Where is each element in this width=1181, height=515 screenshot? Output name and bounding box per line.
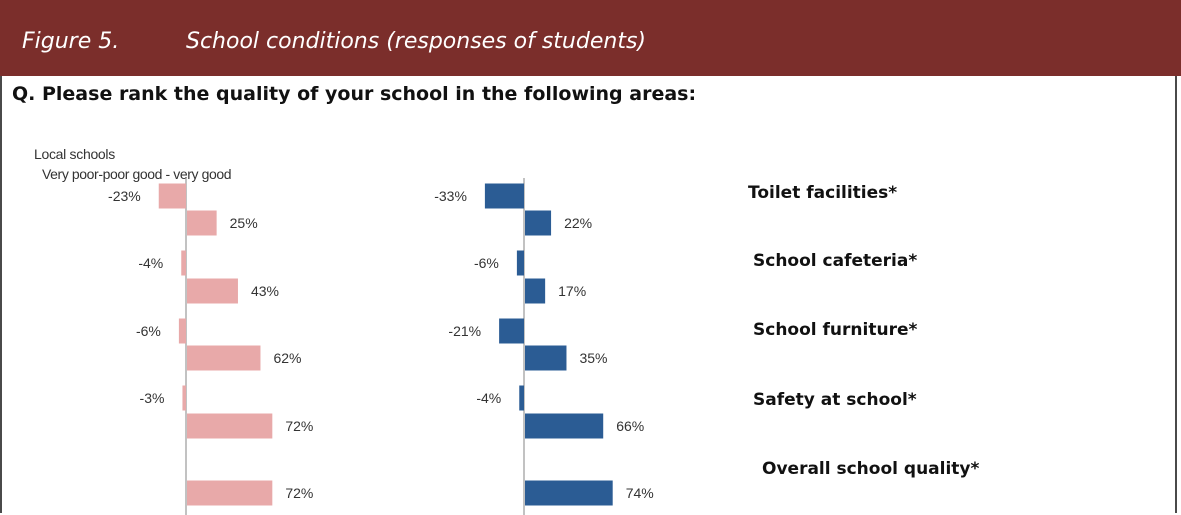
bar-negative <box>499 318 524 344</box>
data-label-positive: 66% <box>616 418 644 434</box>
bar-negative <box>516 250 524 276</box>
data-label-positive: 25% <box>230 215 258 231</box>
data-label-positive: 22% <box>564 215 592 231</box>
category-label: Overall school quality* <box>762 459 980 479</box>
bar-positive <box>187 210 217 236</box>
data-label-positive: 72% <box>285 485 313 501</box>
panel-title: Local schools <box>34 146 115 162</box>
figure-label: Figure 5. <box>22 29 120 54</box>
data-label-negative: -33% <box>434 188 467 204</box>
bar-negative <box>519 385 524 411</box>
data-label-negative: -21% <box>448 323 481 339</box>
category-label: Toilet facilities* <box>748 183 898 203</box>
data-label-negative: -23% <box>108 188 141 204</box>
bar-positive <box>525 278 546 304</box>
bar-negative <box>158 183 186 209</box>
data-label-negative: -4% <box>476 390 501 406</box>
figure-header: Figure 5. School conditions (responses o… <box>0 0 1181 76</box>
bar-positive <box>525 413 604 439</box>
data-label-positive: 43% <box>251 283 279 299</box>
bar-positive <box>525 210 552 236</box>
category-label: School furniture* <box>753 320 918 340</box>
bar-positive <box>187 480 273 506</box>
bar-positive <box>525 480 613 506</box>
data-label-positive: 72% <box>285 418 313 434</box>
bar-positive <box>187 278 238 304</box>
data-label-negative: -6% <box>136 323 161 339</box>
bar-positive <box>187 413 273 439</box>
bar-positive <box>187 345 261 371</box>
category-label: School cafeteria* <box>753 251 918 271</box>
panel-subtitle: Very poor-poor good - very good <box>42 166 232 182</box>
bar-negative <box>178 318 186 344</box>
data-label-negative: -4% <box>138 255 163 271</box>
bar-positive <box>525 345 567 371</box>
data-label-negative: -6% <box>474 255 499 271</box>
data-label-positive: 35% <box>579 350 607 366</box>
survey-question: Q. Please rank the quality of your schoo… <box>12 83 697 105</box>
category-label: Safety at school* <box>753 390 917 410</box>
data-label-positive: 62% <box>273 350 301 366</box>
bar-negative <box>181 250 186 276</box>
bar-negative <box>182 385 186 411</box>
data-label-positive: 17% <box>558 283 586 299</box>
data-label-positive: 74% <box>626 485 654 501</box>
data-label-negative: -3% <box>140 390 165 406</box>
bar-negative <box>484 183 524 209</box>
figure-title: School conditions (responses of students… <box>186 29 646 54</box>
